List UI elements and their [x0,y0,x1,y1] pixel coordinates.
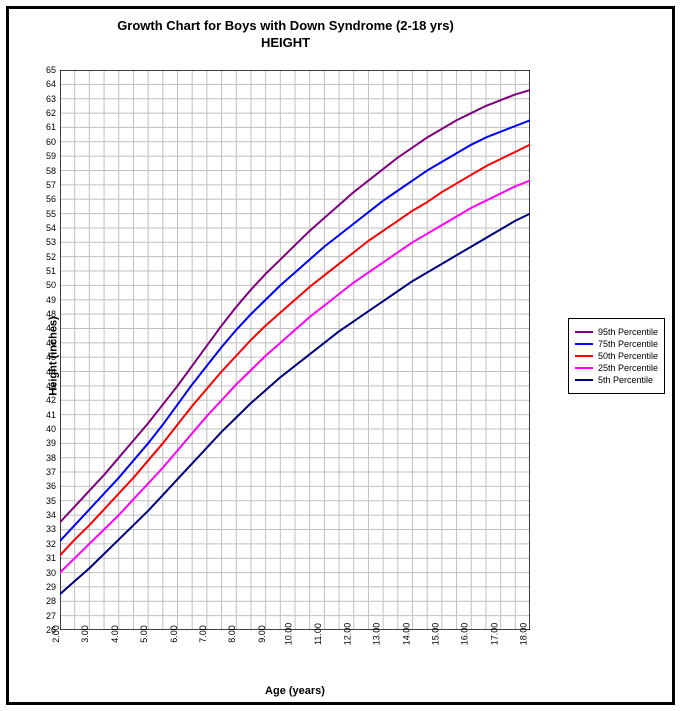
x-tick-label: 3.00 [81,625,91,643]
chart-title-line1: Growth Chart for Boys with Down Syndrome… [117,18,454,33]
y-tick-label: 61 [46,122,56,132]
chart-title-line2: HEIGHT [261,35,310,50]
y-tick-label: 29 [46,582,56,592]
y-tick-label: 45 [46,352,56,362]
x-tick-label: 11.00 [313,623,323,645]
y-tick-label: 44 [46,367,56,377]
y-tick-label: 54 [46,223,56,233]
y-tick-label: 30 [46,568,56,578]
legend-label: 50th Percentile [598,351,658,361]
y-tick-label: 65 [46,65,56,75]
x-tick-label: 10.00 [284,623,294,646]
legend-row: 50th Percentile [575,351,658,361]
x-axis-label: Age (years) [60,685,530,697]
x-tick-label: 18.00 [519,623,529,646]
y-tick-label: 28 [46,596,56,606]
legend-label: 25th Percentile [598,363,658,373]
x-tick-label: 6.00 [169,625,179,643]
x-tick-label: 8.00 [227,625,237,643]
legend: 95th Percentile 75th Percentile 50th Perce… [568,318,665,394]
y-tick-label: 56 [46,194,56,204]
y-tick-label: 60 [46,137,56,147]
y-tick-label: 35 [46,496,56,506]
y-tick-label: 59 [46,151,56,161]
x-tick-label: 17.00 [489,623,499,646]
legend-row: 75th Percentile [575,339,658,349]
x-tick-label: 16.00 [460,623,470,646]
y-tick-label: 47 [46,323,56,333]
legend-swatch [575,355,593,357]
y-tick-label: 49 [46,295,56,305]
y-tick-label: 50 [46,280,56,290]
legend-row: 5th Percentile [575,375,658,385]
y-tick-label: 46 [46,338,56,348]
legend-swatch [575,367,593,369]
legend-row: 95th Percentile [575,327,658,337]
y-tick-label: 53 [46,237,56,247]
y-tick-label: 57 [46,180,56,190]
legend-swatch [575,343,593,345]
x-tick-label: 5.00 [139,625,149,643]
y-tick-label: 31 [46,553,56,563]
chart-title: Growth Chart for Boys with Down Syndrome… [0,18,571,52]
y-tick-label: 62 [46,108,56,118]
legend-label: 5th Percentile [598,375,653,385]
y-tick-label: 64 [46,79,56,89]
y-tick-label: 27 [46,611,56,621]
legend-swatch [575,379,593,381]
y-tick-label: 43 [46,381,56,391]
y-tick-label: 63 [46,94,56,104]
y-tick-label: 55 [46,209,56,219]
x-tick-label: 13.00 [372,623,382,646]
y-tick-label: 33 [46,524,56,534]
x-tick-label: 4.00 [110,625,120,643]
y-tick-label: 41 [46,410,56,420]
y-tick-label: 38 [46,453,56,463]
y-tick-label: 52 [46,252,56,262]
x-tick-label: 7.00 [198,625,208,643]
chart-frame: Growth Chart for Boys with Down Syndrome… [0,0,681,711]
plot-area: 2627282930313233343536373839404142434445… [60,70,530,630]
y-tick-label: 40 [46,424,56,434]
x-tick-label: 9.00 [257,625,267,643]
x-tick-label: 15.00 [431,623,441,646]
x-tick-label: 14.00 [401,623,411,646]
y-tick-label: 39 [46,438,56,448]
y-tick-label: 36 [46,481,56,491]
legend-label: 75th Percentile [598,339,658,349]
y-tick-label: 32 [46,539,56,549]
legend-row: 25th Percentile [575,363,658,373]
plot-svg [60,70,530,630]
legend-label: 95th Percentile [598,327,658,337]
y-tick-label: 48 [46,309,56,319]
y-tick-label: 42 [46,395,56,405]
y-tick-label: 58 [46,166,56,176]
legend-swatch [575,331,593,333]
y-tick-label: 34 [46,510,56,520]
x-tick-label: 12.00 [342,623,352,646]
y-tick-label: 51 [46,266,56,276]
x-tick-label: 2.00 [51,625,61,643]
y-tick-label: 37 [46,467,56,477]
